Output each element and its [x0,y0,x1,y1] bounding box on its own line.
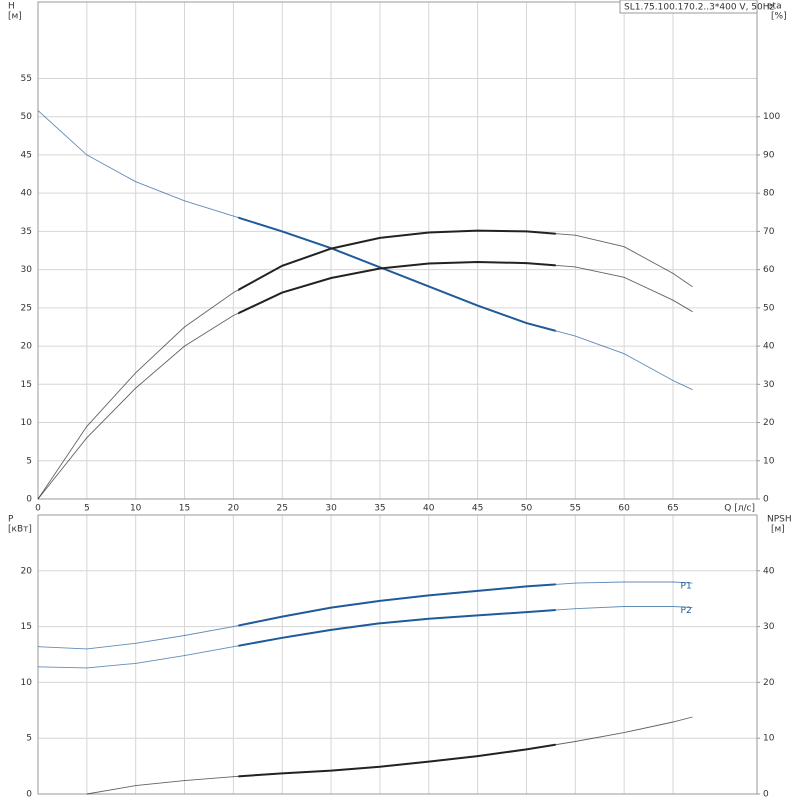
y2-tick-label: 20 [763,678,775,688]
series-line-highlight [238,229,556,292]
y-tick-label: 20 [21,566,33,576]
x-tick-label: 25 [276,504,287,514]
y-tick-label: 55 [21,74,32,84]
x-axis-label: Q [л/с] [724,504,755,514]
y-axis-unit: [кВт] [8,525,32,535]
series-label: P1 [681,582,692,592]
x-tick-label: 10 [130,504,142,514]
series-line-highlight [238,583,556,627]
y2-tick-label: 30 [763,380,775,390]
title-box [619,0,758,14]
y-tick-label: 0 [26,495,32,505]
x-tick-label: 40 [423,504,435,514]
y2-tick-label: 60 [763,265,775,275]
y2-tick-label: 50 [763,303,775,313]
x-tick-label: 15 [179,504,190,514]
x-tick-label: 5 [84,504,90,514]
x-tick-label: 55 [570,504,581,514]
y2-axis-label: eta [767,2,782,12]
series-line-highlight [238,216,556,332]
series-line-highlight [238,609,556,647]
y-tick-label: 25 [21,303,32,313]
y-tick-label: 5 [26,734,32,744]
x-tick-label: 35 [374,504,385,514]
y-tick-label: 35 [21,227,32,237]
y2-axis-unit: [м] [771,525,785,535]
y-axis-label: H [8,2,15,12]
x-tick-label: 50 [521,504,533,514]
y2-tick-label: 10 [763,734,775,744]
y-axis-label: P [8,515,14,525]
y2-axis-label: NPSH [767,515,792,525]
y2-tick-label: 0 [763,790,769,800]
y-tick-label: 45 [21,150,32,160]
y2-tick-label: 30 [763,622,775,632]
series-line-highlight [238,743,556,778]
y2-tick-label: 20 [763,418,775,428]
y-tick-label: 5 [26,456,32,466]
y-tick-label: 40 [21,189,33,199]
y-tick-label: 30 [21,265,33,275]
chart-title: SL1.75.100.170.2..3*400 V, 50Hz [624,3,775,13]
y2-tick-label: 70 [763,227,775,237]
x-tick-label: 30 [325,504,337,514]
series-line [86,716,693,795]
y2-axis-unit: [%] [771,12,787,22]
x-tick-label: 45 [472,504,483,514]
y-tick-label: 15 [21,380,32,390]
series-label: P2 [681,606,692,616]
x-tick-label: 0 [35,504,41,514]
y2-tick-label: 80 [763,189,775,199]
plot-frame [37,1,758,500]
y2-tick-label: 10 [763,456,775,466]
series-line-highlight [238,260,556,315]
y-tick-label: 50 [21,112,33,122]
y-axis-unit: [м] [8,12,22,22]
y2-tick-label: 100 [763,112,780,122]
y-tick-label: 15 [21,622,32,632]
x-tick-label: 65 [667,504,678,514]
y2-tick-label: 40 [763,566,775,576]
y-tick-label: 10 [21,678,33,688]
y2-tick-label: 40 [763,342,775,352]
plot-frame [37,514,758,795]
y2-tick-label: 90 [763,150,775,160]
y2-tick-label: 0 [763,495,769,505]
x-tick-label: 60 [618,504,630,514]
y-tick-label: 0 [26,790,32,800]
x-tick-label: 20 [228,504,240,514]
y-tick-label: 10 [21,418,33,428]
y-tick-label: 20 [21,342,33,352]
